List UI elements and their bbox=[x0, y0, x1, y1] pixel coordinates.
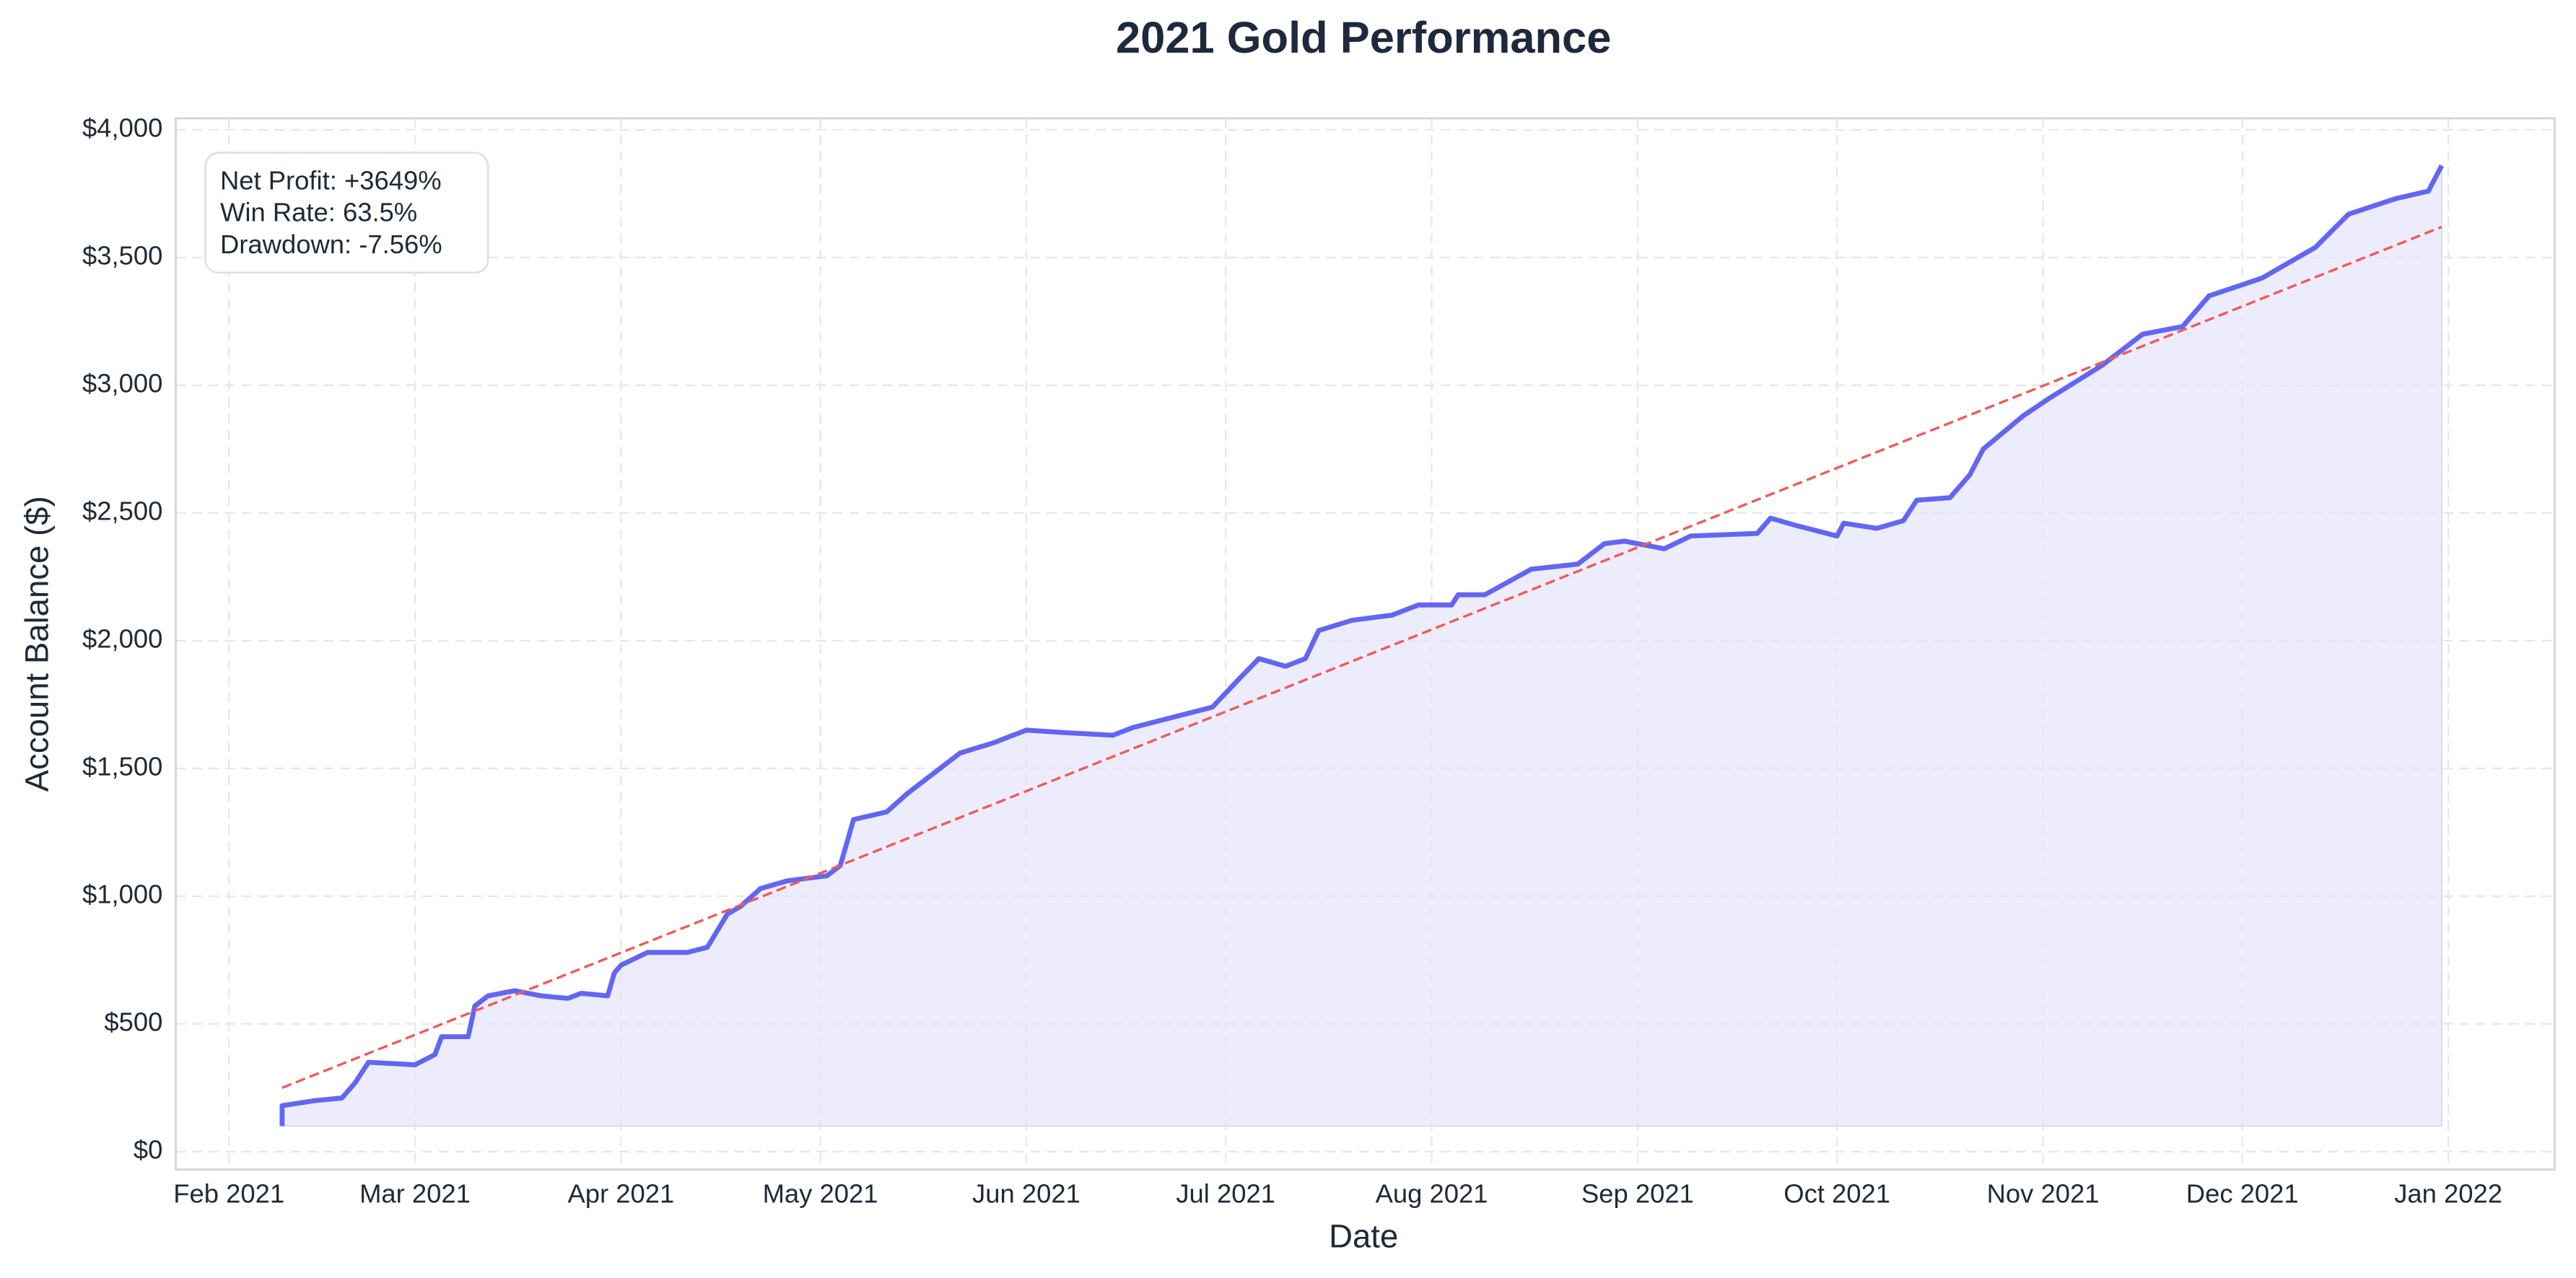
trend-line bbox=[281, 225, 2442, 1089]
y-tick-label: $500 bbox=[104, 1007, 162, 1037]
y-tick-label: $0 bbox=[134, 1135, 163, 1165]
annotation-text: Drawdown: -7.56% bbox=[220, 229, 442, 259]
y-tick-label: $3,500 bbox=[82, 241, 162, 271]
x-tick-label: Sep 2021 bbox=[1581, 1179, 1694, 1209]
x-tick-label: Jan 2022 bbox=[2394, 1179, 2502, 1209]
y-tick-label: $3,000 bbox=[82, 369, 162, 398]
annotation-text: Win Rate: 63.5% bbox=[220, 198, 417, 227]
x-tick-label: May 2021 bbox=[763, 1179, 878, 1209]
annotation-text: Net Profit: +3649% bbox=[220, 165, 442, 195]
x-tick-label: Jul 2021 bbox=[1176, 1179, 1275, 1209]
y-tick-label: $4,000 bbox=[82, 113, 162, 143]
y-axis-label: Account Balance ($) bbox=[19, 496, 56, 792]
x-tick-label: Mar 2021 bbox=[359, 1179, 471, 1209]
x-tick-label: Aug 2021 bbox=[1376, 1179, 1488, 1209]
x-axis-label: Date bbox=[1329, 1217, 1398, 1254]
y-tick-label: $2,500 bbox=[82, 496, 162, 526]
x-tick-label: Feb 2021 bbox=[173, 1179, 284, 1209]
equity-line bbox=[279, 164, 2444, 1126]
x-tick-label: Apr 2021 bbox=[567, 1179, 674, 1209]
y-tick-label: $1,500 bbox=[82, 752, 162, 782]
chart-title: 2021 Gold Performance bbox=[1116, 13, 1611, 63]
y-tick-label: $1,000 bbox=[82, 880, 162, 909]
x-tick-label: Nov 2021 bbox=[1987, 1179, 2100, 1209]
x-tick-label: Jun 2021 bbox=[972, 1179, 1080, 1209]
annotation-box bbox=[204, 152, 489, 274]
x-tick-label: Dec 2021 bbox=[2186, 1179, 2299, 1209]
plot-frame bbox=[175, 117, 2556, 1171]
x-tick-label: Oct 2021 bbox=[1783, 1179, 1890, 1209]
y-tick-label: $2,000 bbox=[82, 624, 162, 654]
